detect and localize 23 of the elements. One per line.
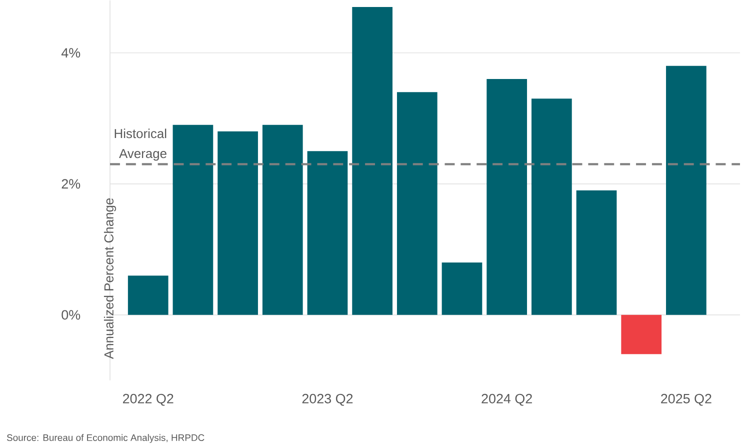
bar [531,98,572,315]
bar [396,92,438,315]
x-tick-label: 2025 Q2 [661,394,712,406]
source-note: Source: Bureau of Economic Analysis, HRPDC [6,434,204,443]
y-tick-label: 2% [62,178,80,188]
y-tick-label: 0% [62,310,80,320]
x-tick-label: 2024 Q2 [482,394,532,406]
bar [128,275,168,315]
bar [666,66,706,315]
bar [352,6,392,315]
y-tick-label: 4% [61,48,80,58]
y-axis-title: Annualized Percent Change [104,198,116,359]
bar [486,78,528,315]
bar [621,314,662,354]
bar [172,124,214,315]
x-tick-label: 2023 Q2 [302,394,353,406]
ref-line-label: Historical Average [114,128,166,160]
bar [262,124,303,315]
bar [218,131,258,315]
x-tick-label: 2022 Q2 [122,394,174,406]
bar [442,262,482,315]
bar [576,190,617,315]
bar [307,150,348,315]
